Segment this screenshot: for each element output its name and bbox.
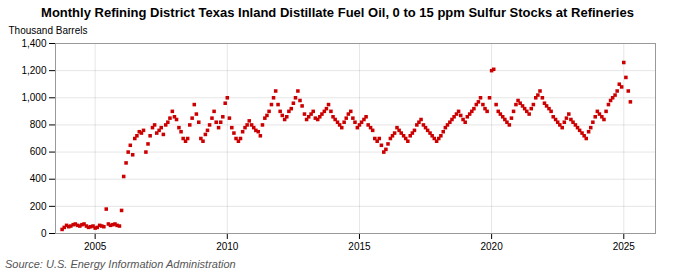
svg-text:2015: 2015 — [348, 240, 371, 251]
svg-text:2005: 2005 — [84, 240, 107, 251]
svg-text:600: 600 — [30, 146, 47, 157]
html-text:Source: U.S. Energy Informatio: Source: U.S. Energy Information Administ… — [5, 257, 236, 270]
svg-text:2020: 2020 — [480, 240, 503, 251]
svg-text:2010: 2010 — [216, 240, 239, 251]
html-text:Monthly Refining District Texa: Monthly Refining District Texas Inland D… — [41, 5, 634, 20]
svg-text:0: 0 — [41, 227, 47, 238]
svg-text:1,000: 1,000 — [21, 92, 46, 103]
svg-text:2025: 2025 — [613, 240, 636, 251]
svg-text:1,400: 1,400 — [21, 37, 46, 48]
svg-text:800: 800 — [30, 119, 47, 130]
svg-text:Thousand Barrels: Thousand Barrels — [9, 24, 88, 35]
svg-text:200: 200 — [30, 200, 47, 211]
svg-text:400: 400 — [30, 173, 47, 184]
svg-text:1,200: 1,200 — [21, 64, 46, 75]
